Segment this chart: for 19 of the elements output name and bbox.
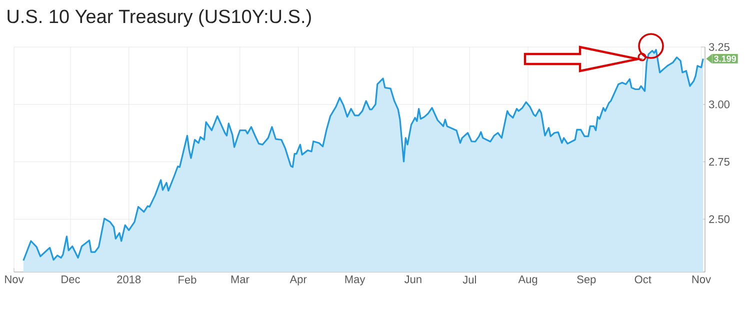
annotation: 3.199 — [714, 56, 736, 62]
x-tick-label: 2018 — [117, 276, 141, 284]
y-tick-label: 2.75 — [709, 158, 730, 166]
x-tick-label: Sep — [577, 276, 596, 286]
x-tick-label: Oct — [634, 276, 652, 284]
y-tick-label: 3.00 — [708, 100, 730, 108]
y-tick-label: 2.50 — [709, 215, 730, 224]
x-tick-label: Jul — [462, 276, 476, 284]
x-tick-label: Aug — [518, 276, 538, 286]
y-tick-label: 3.25 — [708, 43, 730, 51]
x-tick-label: Mar — [231, 276, 250, 284]
x-tick-label: Apr — [290, 276, 307, 286]
x-tick-label: Nov — [692, 276, 711, 284]
x-tick-label: Jun — [404, 276, 422, 284]
x-tick-label: Dec — [62, 276, 80, 284]
x-tick-label: Nov — [5, 276, 24, 284]
x-tick-label: Feb — [178, 276, 196, 284]
x-tick-label: May — [345, 276, 366, 286]
chart-title: U.S. 10 Year Treasury (US10Y:U.S.) — [8, 9, 311, 27]
